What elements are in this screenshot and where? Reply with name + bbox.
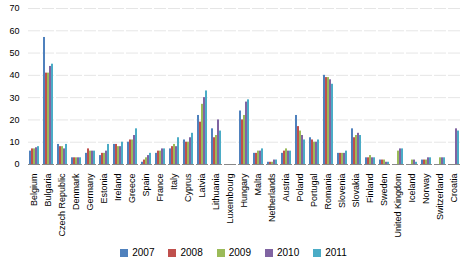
svg-text:Austria: Austria — [281, 174, 291, 202]
svg-text:Denmark: Denmark — [71, 173, 81, 210]
html-text:2009: 2009 — [228, 246, 251, 258]
svg-text:Slovenia: Slovenia — [337, 174, 347, 209]
svg-text:Italy: Italy — [169, 173, 179, 190]
svg-text:30: 30 — [9, 93, 19, 103]
svg-text:Germany: Germany — [85, 173, 95, 211]
html-text:2010: 2010 — [277, 246, 300, 258]
svg-text:Greece: Greece — [127, 174, 137, 204]
svg-text:Luxembourg: Luxembourg — [225, 174, 235, 224]
svg-text:Belgium: Belgium — [29, 174, 39, 207]
svg-text:60: 60 — [9, 26, 19, 36]
html-text:2008: 2008 — [180, 246, 203, 258]
svg-text:Netherlands: Netherlands — [267, 173, 277, 222]
svg-text:Iceland: Iceland — [407, 174, 417, 203]
svg-text:Sweden: Sweden — [379, 174, 389, 207]
svg-text:Spain: Spain — [141, 174, 151, 197]
svg-text:Bulgaria: Bulgaria — [43, 174, 53, 207]
svg-text:Ireland: Ireland — [113, 174, 123, 202]
svg-text:Croatia: Croatia — [449, 174, 459, 203]
svg-text:20: 20 — [9, 115, 19, 125]
svg-text:Latvia: Latvia — [197, 174, 207, 198]
svg-text:Cyprus: Cyprus — [183, 173, 193, 202]
svg-text:Switzerland: Switzerland — [435, 174, 445, 221]
html-text:2007: 2007 — [132, 246, 155, 258]
svg-text:10: 10 — [9, 137, 19, 147]
svg-text:Malta: Malta — [253, 174, 263, 196]
svg-text:Finland: Finland — [365, 174, 375, 204]
svg-text:0: 0 — [14, 159, 19, 169]
svg-text:Lithuania: Lithuania — [211, 174, 221, 211]
svg-text:70: 70 — [9, 3, 19, 13]
svg-text:Slovakia: Slovakia — [351, 174, 361, 208]
svg-text:Hungary: Hungary — [239, 173, 249, 208]
svg-text:Poland: Poland — [295, 174, 305, 202]
svg-text:Estonia: Estonia — [99, 174, 109, 204]
svg-text:Portugal: Portugal — [309, 174, 319, 208]
html-text:2011: 2011 — [325, 246, 347, 258]
svg-text:United Kingdom: United Kingdom — [393, 174, 403, 238]
svg-text:Norway: Norway — [421, 173, 431, 204]
svg-text:40: 40 — [9, 70, 19, 80]
svg-text:50: 50 — [9, 48, 19, 58]
svg-text:Czech Republic: Czech Republic — [57, 173, 67, 237]
svg-text:Romania: Romania — [323, 174, 333, 210]
svg-text:France: France — [155, 174, 165, 202]
